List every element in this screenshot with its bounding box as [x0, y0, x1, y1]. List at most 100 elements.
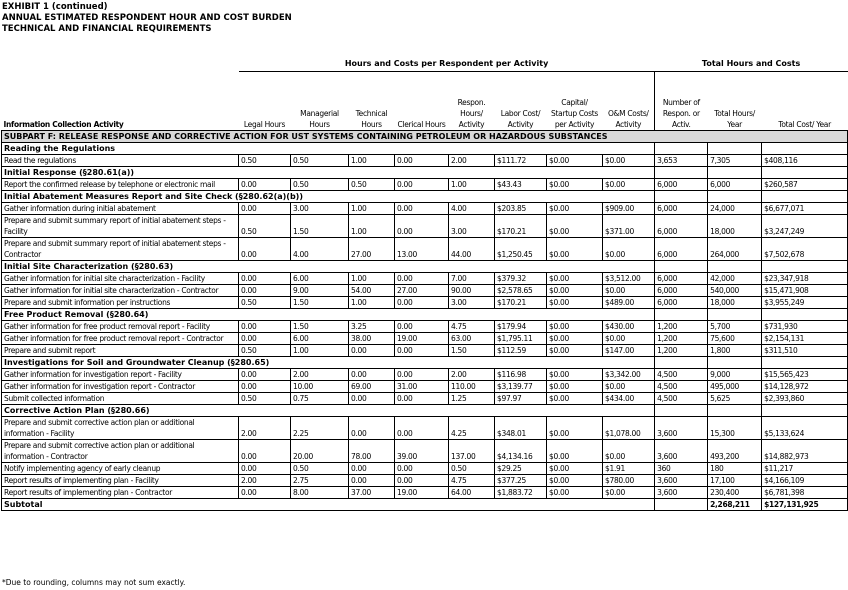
blank: [2, 58, 239, 72]
cell: 0.00: [394, 462, 449, 475]
cell: 0.00: [348, 416, 395, 440]
cell: 0.50: [348, 178, 395, 191]
cell: 6,000: [654, 214, 709, 238]
cell: 6,000: [654, 272, 709, 285]
data-row: Prepare and submit corrective action pla…: [1, 439, 848, 463]
activity: Report results of implementing plan - Fa…: [1, 474, 239, 487]
data-row: Prepare and submit corrective action pla…: [1, 416, 848, 440]
cell: $489.00: [601, 296, 656, 309]
cell: 5,625: [707, 392, 763, 405]
cell: $147.00: [601, 344, 656, 357]
data-row: Submit collected information 0.50 0.75 0.00…: [1, 392, 848, 405]
cell: 0.00: [238, 272, 291, 285]
cell: $0.00: [601, 332, 656, 345]
cell: 1.50: [290, 296, 349, 309]
cell: 2.00: [290, 368, 349, 381]
blank: [761, 190, 848, 203]
cell: $14,128,972: [761, 380, 848, 393]
cell: $0.00: [546, 320, 603, 333]
data-row: Gather information for free product remo…: [1, 320, 848, 333]
section-row: Corrective Action Plan (§280.66): [0, 404, 848, 417]
cell: 0.00: [394, 296, 449, 309]
activity: Report the confirmed release by telephon…: [1, 178, 239, 191]
blank: [654, 166, 709, 179]
cell: $170.21: [494, 296, 547, 309]
cell: 3.00: [290, 202, 349, 215]
group-header-row: Hours and Costs per Respondent per Activ…: [2, 58, 848, 72]
cell: $1,883.72: [494, 486, 547, 499]
cell: 1.00: [348, 272, 395, 285]
cell: 540,000: [707, 284, 763, 297]
data-row: Prepare and submit summary report of ini…: [1, 237, 848, 261]
cell: $731,930: [761, 320, 848, 333]
cell: $0.00: [546, 214, 603, 238]
cell: 2.25: [290, 416, 349, 440]
activity: Gather information for free product remo…: [1, 320, 239, 333]
cell: 54.00: [348, 284, 395, 297]
blank: [654, 190, 709, 203]
activity: Notify implementing agency of early clea…: [1, 462, 239, 475]
cell: 0.00: [238, 284, 291, 297]
section-row: Initial Response (§280.61(a)): [0, 166, 848, 179]
cell: $111.72: [494, 154, 547, 167]
blank: [761, 404, 848, 417]
cell: $0.00: [546, 284, 603, 297]
cell: $260,587: [761, 178, 848, 191]
data-row: Report results of implementing plan - Co…: [1, 486, 848, 499]
section-row: Free Product Removal (§280.64): [0, 308, 848, 321]
subtotal-cost: $127,131,925: [761, 498, 848, 511]
cell: 0.00: [238, 486, 291, 499]
column-header: Total Cost/ Year: [778, 120, 831, 129]
data-row: Report the confirmed release by telephon…: [1, 178, 848, 191]
cell: 2.00: [238, 416, 291, 440]
cell: 1.50: [290, 320, 349, 333]
blank: [761, 142, 848, 155]
column-header: Legal Hours: [243, 120, 286, 129]
cell: $0.00: [546, 392, 603, 405]
cell: $0.00: [546, 462, 603, 475]
cell: $170.21: [494, 214, 547, 238]
section-title: Investigations for Soil and Groundwater …: [0, 356, 656, 369]
cell: $0.00: [601, 486, 656, 499]
data-row: Prepare and submit report 0.50 1.00 0.00 0.0…: [1, 344, 848, 357]
cell: 264,000: [707, 237, 763, 261]
cell: 0.00: [238, 202, 291, 215]
blank: [707, 308, 763, 321]
cell: $5,133,624: [761, 416, 848, 440]
cell: 6,000: [654, 284, 709, 297]
cell: 0.00: [348, 344, 395, 357]
activity: Gather information for free product remo…: [1, 332, 239, 345]
header: EXHIBIT 1 (continued) ANNUAL ESTIMATED RE…: [2, 2, 292, 35]
cell: 2.00: [448, 368, 495, 381]
cell: $203.85: [494, 202, 547, 215]
cell: $4,166,109: [761, 474, 848, 487]
section-title: Initial Abatement Measures Report and Si…: [0, 190, 656, 203]
cell: 0.50: [238, 296, 291, 309]
cell: 13.00: [394, 237, 449, 261]
cell: $0.00: [601, 154, 656, 167]
cell: 1.00: [348, 154, 395, 167]
cell: 78.00: [348, 439, 395, 463]
cell: $0.00: [546, 474, 603, 487]
cell: $6,677,071: [761, 202, 848, 215]
cell: $430.00: [601, 320, 656, 333]
cell: 1.00: [448, 178, 495, 191]
cell: 37.00: [348, 486, 395, 499]
cell: 9,000: [707, 368, 763, 381]
header-line: ANNUAL ESTIMATED RESPONDENT HOUR AND COS…: [2, 13, 292, 23]
cell: 1,200: [654, 344, 709, 357]
cell: $1,795.11: [494, 332, 547, 345]
subtotal-label: Subtotal: [0, 498, 656, 511]
cell: $909.00: [601, 202, 656, 215]
cell: 75,600: [707, 332, 763, 345]
cell: 44.00: [448, 237, 495, 261]
data-row: Gather information for investigation rep…: [1, 380, 848, 393]
cell: 38.00: [348, 332, 395, 345]
activity: Read the regulations: [1, 154, 239, 167]
activity: Prepare and submit information per instr…: [1, 296, 239, 309]
cell: 3.00: [448, 296, 495, 309]
cell: $15,565,423: [761, 368, 848, 381]
blank: [761, 356, 848, 369]
subtotal-row: Subtotal 2,268,211 $127,131,925: [0, 498, 848, 511]
cell: $0.00: [546, 486, 603, 499]
